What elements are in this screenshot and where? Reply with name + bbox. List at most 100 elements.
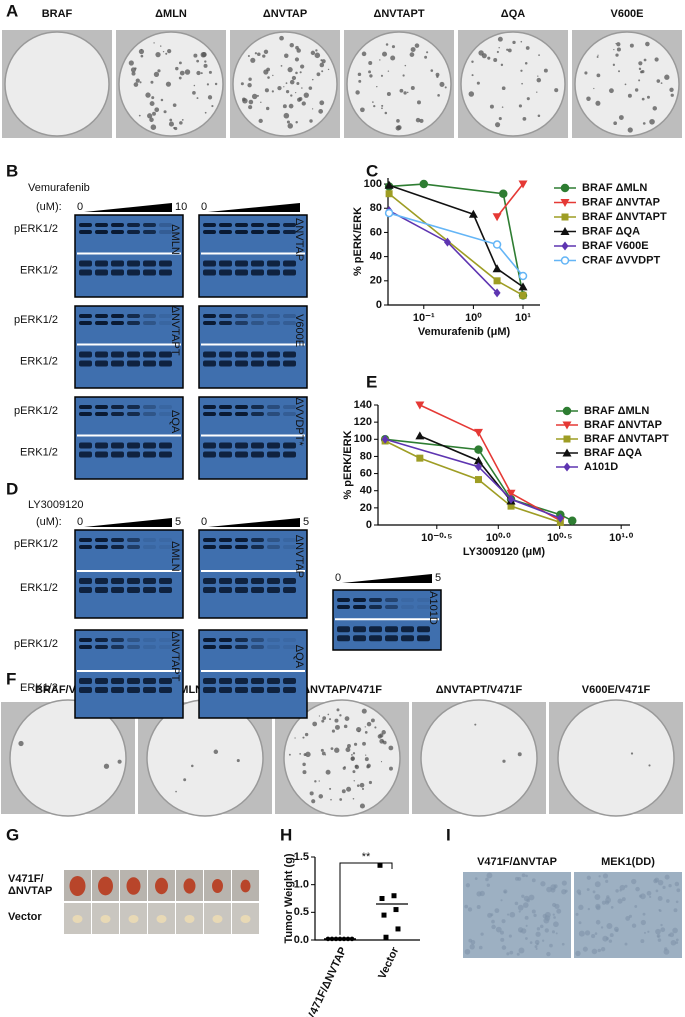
colony	[272, 74, 274, 77]
band	[337, 626, 350, 633]
cell	[500, 937, 505, 942]
band	[143, 351, 156, 358]
band	[143, 645, 156, 649]
colony	[410, 47, 416, 53]
cell	[591, 934, 596, 939]
colony	[352, 797, 355, 800]
colony	[302, 736, 305, 739]
band	[111, 545, 124, 549]
band	[111, 586, 124, 593]
colony	[379, 59, 381, 61]
colony	[627, 93, 632, 98]
band	[235, 321, 248, 325]
colony	[175, 66, 179, 71]
cell	[517, 904, 524, 911]
band	[203, 269, 216, 276]
dose-label: 5	[435, 572, 441, 584]
cell	[524, 915, 529, 920]
colony	[294, 57, 300, 62]
cell	[485, 877, 489, 882]
cell	[595, 905, 601, 911]
colony	[642, 122, 646, 125]
cell	[476, 905, 481, 910]
cell	[602, 935, 609, 942]
legend-label: A101D	[584, 461, 618, 473]
colony	[436, 75, 439, 78]
band	[267, 405, 280, 409]
band	[159, 586, 172, 593]
band	[385, 626, 398, 633]
legend-marker	[563, 462, 571, 472]
colony	[366, 764, 370, 769]
row-label: ERK1/2	[20, 582, 58, 594]
band	[111, 451, 124, 458]
cell	[628, 914, 632, 918]
band	[251, 405, 264, 409]
band	[79, 360, 92, 367]
colony	[351, 753, 353, 756]
band	[203, 645, 216, 649]
cell	[657, 896, 663, 901]
column-label: ΔMLN	[155, 8, 187, 20]
colony	[316, 72, 321, 77]
band	[219, 586, 232, 593]
colony	[167, 49, 172, 54]
colony	[497, 36, 503, 42]
series-line	[388, 212, 524, 277]
band	[95, 538, 108, 542]
cell	[675, 900, 679, 904]
data-point	[518, 282, 528, 291]
band	[143, 412, 156, 416]
band	[219, 269, 232, 276]
colony	[319, 62, 325, 68]
cell	[643, 931, 646, 934]
data-point	[473, 456, 483, 465]
cell	[553, 921, 559, 928]
cell	[533, 913, 537, 918]
band	[267, 412, 280, 416]
cell	[654, 877, 660, 883]
legend-label: BRAF ΔNVTAPT	[584, 433, 669, 445]
colony	[330, 798, 332, 801]
colony	[358, 730, 360, 733]
blot	[74, 396, 184, 480]
colony	[329, 787, 332, 790]
colony	[154, 107, 160, 113]
band	[251, 269, 264, 276]
band	[111, 686, 124, 693]
cell	[663, 948, 670, 955]
band	[127, 269, 140, 276]
data-point	[493, 288, 501, 298]
colony	[254, 52, 258, 55]
band	[127, 223, 140, 227]
tumor	[100, 915, 111, 923]
colony	[299, 71, 302, 74]
cell	[605, 897, 612, 904]
band	[219, 314, 232, 318]
colony	[618, 115, 624, 120]
micrograph	[574, 872, 682, 958]
data-point	[384, 208, 394, 218]
colony	[283, 112, 290, 119]
band	[203, 451, 216, 458]
colony	[384, 111, 388, 115]
band	[95, 321, 108, 325]
y-tick-label: 80	[370, 202, 382, 214]
series-line	[419, 404, 561, 522]
colony	[437, 94, 440, 97]
colony	[311, 799, 316, 804]
cell	[542, 939, 545, 942]
colony	[537, 114, 541, 118]
band	[337, 598, 350, 602]
band	[353, 626, 366, 633]
band	[159, 677, 172, 684]
colony	[424, 55, 428, 59]
band	[267, 260, 280, 267]
colony	[395, 125, 401, 131]
colony	[365, 754, 367, 756]
colony	[179, 121, 183, 125]
row-label: ERK1/2	[20, 446, 58, 458]
colony	[139, 81, 142, 84]
tumor	[69, 876, 86, 896]
colony	[321, 70, 324, 73]
